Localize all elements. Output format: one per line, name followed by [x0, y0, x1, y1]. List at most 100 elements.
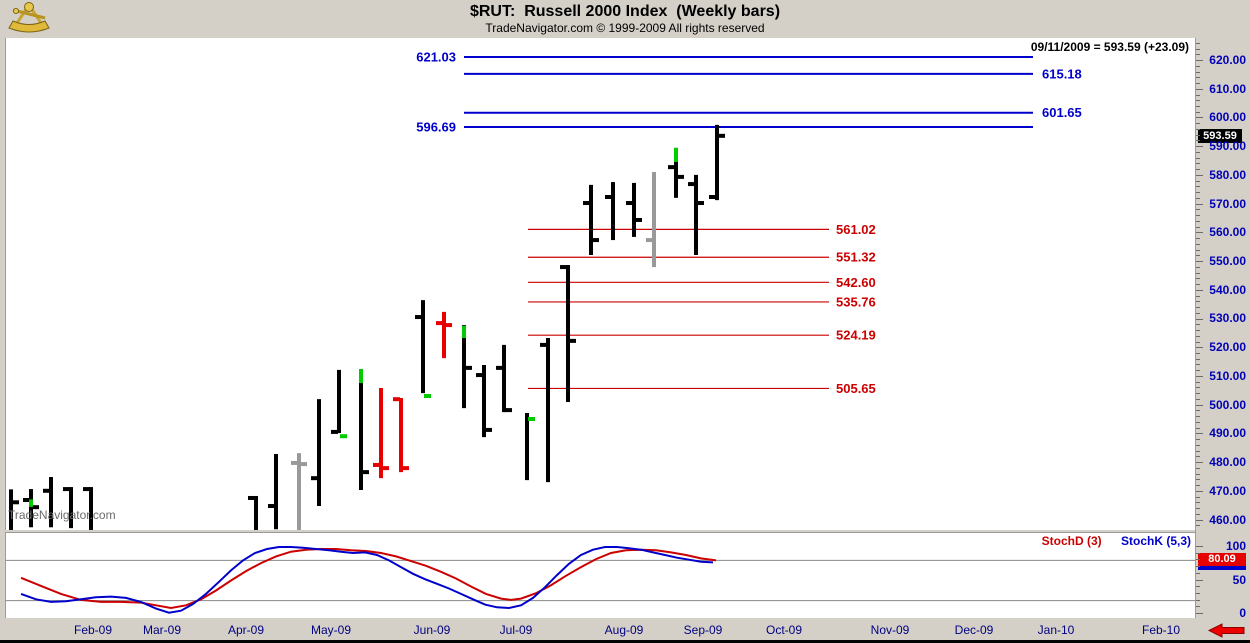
- month-label: Apr-09: [227, 623, 265, 637]
- price-axis-tick: [1196, 439, 1200, 441]
- stoch-axis-tick: [1196, 552, 1200, 554]
- stochastic-legend: StochD (3) StochK (5,3): [1026, 534, 1191, 548]
- price-axis-label: 620.00: [1209, 53, 1246, 67]
- price-axis-tick: [1196, 232, 1203, 234]
- price-axis-tick: [1196, 335, 1200, 337]
- price-axis-label: 510.00: [1209, 368, 1246, 383]
- price-axis-tick: [1196, 330, 1200, 331]
- price-axis-tick: [1196, 398, 1200, 400]
- stoch-axis-tick: [1196, 613, 1203, 614]
- month-label: Dec-09: [954, 623, 994, 637]
- price-bar: [476, 365, 492, 438]
- price-axis-tick: [1196, 54, 1200, 56]
- price-axis-tick: [1196, 404, 1203, 406]
- price-axis-tick: [1196, 427, 1200, 429]
- price-bar: [268, 454, 278, 530]
- trade-navigator-sextant-logo: [8, 2, 50, 33]
- price-axis-tick: [1196, 215, 1200, 217]
- price-axis-tick: [1196, 416, 1200, 418]
- scroll-left-arrow-icon[interactable]: [1208, 623, 1246, 638]
- price-axis-label: 540.00: [1209, 282, 1246, 297]
- stoch-axis-tick: [1196, 572, 1200, 574]
- price-axis-tick: [1196, 169, 1200, 171]
- price-axis-tick: [1196, 226, 1200, 228]
- price-axis-tick: [1196, 186, 1200, 188]
- price-bar: [331, 369, 347, 439]
- price-bar: [462, 325, 472, 409]
- price-axis-tick: [1196, 65, 1200, 67]
- price-axis-tick: [1196, 94, 1200, 96]
- watermark: TradeNavigator.com: [8, 508, 116, 522]
- price-axis-tick: [1196, 238, 1200, 240]
- price-axis-tick: [1196, 358, 1200, 360]
- price-axis-tick: [1196, 249, 1200, 251]
- price-axis-tick: [1196, 307, 1200, 308]
- price-bar: [248, 495, 258, 530]
- price-axis-label: 490.00: [1209, 426, 1246, 441]
- price-bar: [373, 387, 389, 479]
- price-axis-tick: [1196, 243, 1200, 245]
- price-axis-tick: [1196, 77, 1200, 79]
- price-bar: [43, 477, 53, 528]
- date-axis: Feb-09 Mar-09 Apr-09 May-09 Jun-09 Jul-09 Aug-…: [0, 618, 1250, 643]
- price-axis-label: 500.00: [1209, 397, 1246, 412]
- month-label: Jan-10: [1037, 623, 1075, 637]
- legend-stochk: StochK (5,3): [1120, 534, 1191, 548]
- stoch-axis-tick: [1196, 599, 1200, 601]
- month-label: Aug-09: [604, 623, 644, 637]
- price-axis-tick: [1196, 364, 1200, 366]
- price-axis-tick: [1196, 508, 1200, 509]
- price-axis-tick: [1196, 502, 1200, 504]
- price-axis-tick: [1196, 410, 1200, 412]
- price-axis-tick: [1196, 370, 1200, 372]
- price-bar: [560, 265, 576, 403]
- price-axis-tick: [1196, 209, 1200, 211]
- price-axis-label: 610.00: [1209, 81, 1246, 96]
- price-bar: [668, 147, 684, 198]
- price-axis-tick: [1196, 490, 1203, 492]
- price-axis-label: 600.00: [1209, 110, 1246, 125]
- price-bar: [9, 489, 19, 530]
- price-axis-tick: [1196, 444, 1200, 446]
- price-bar: [436, 311, 452, 359]
- price-axis-tick: [1196, 83, 1200, 84]
- price-axis-tick: [1196, 146, 1203, 148]
- price-axis-tick: [1196, 163, 1200, 165]
- price-axis-tick: [1196, 106, 1200, 107]
- price-axis-tick: [1196, 289, 1203, 291]
- price-axis-tick: [1196, 324, 1200, 326]
- price-axis-tick: [1196, 519, 1203, 521]
- resistance-label: 621.03: [416, 50, 456, 65]
- price-axis-tick: [1196, 301, 1200, 303]
- price-axis-tick: [1196, 60, 1203, 61]
- support-label: 535.76: [836, 294, 876, 309]
- price-axis-tick: [1196, 393, 1200, 395]
- price-axis-tick: [1196, 456, 1200, 458]
- price-bar: [23, 489, 39, 528]
- price-panel: 621.03 615.18 601.65 596.69 561.02 551.32 542.…: [5, 38, 1195, 530]
- price-axis-tick: [1196, 140, 1200, 142]
- price-axis-tick: [1196, 197, 1200, 199]
- price-axis-tick: [1196, 347, 1203, 349]
- price-axis-tick: [1196, 48, 1200, 50]
- price-axis-label: 460.00: [1209, 512, 1246, 527]
- price-axis-tick: [1196, 525, 1200, 527]
- price-bar: [291, 453, 307, 530]
- price-axis-tick: [1196, 485, 1200, 487]
- stoch-axis-tick: [1196, 566, 1200, 568]
- stoch-axis-tick: [1196, 546, 1203, 547]
- price-axis-label: 470.00: [1209, 483, 1246, 498]
- price-axis-tick: [1196, 134, 1200, 136]
- price-axis-tick: [1196, 352, 1200, 354]
- price-bar: [626, 182, 642, 237]
- resistance-label: 596.69: [416, 119, 456, 134]
- price-axis-tick: [1196, 473, 1200, 475]
- price-axis-label: 530.00: [1209, 311, 1246, 326]
- month-label: Feb-10: [1141, 623, 1181, 637]
- support-label: 561.02: [836, 222, 876, 237]
- price-axis-tick: [1196, 157, 1200, 159]
- price-axis-tick: [1196, 261, 1203, 262]
- price-bar: [646, 172, 656, 268]
- price-axis-tick: [1196, 312, 1200, 314]
